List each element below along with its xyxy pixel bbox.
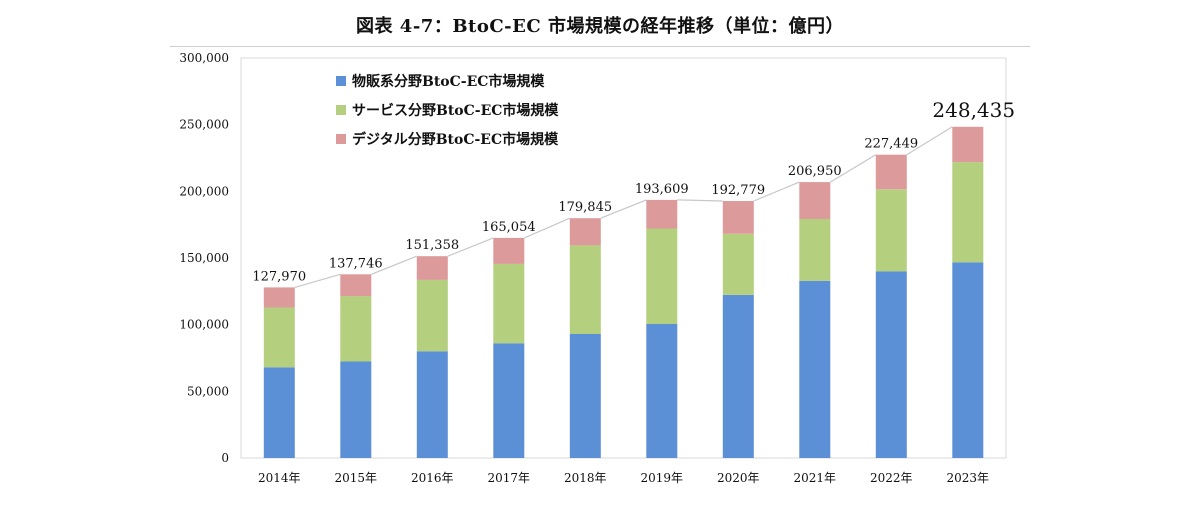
x-tick-label: 2016年 [411,471,454,485]
bar-segment-series-1 [799,280,831,458]
total-data-label: 165,054 [482,220,536,235]
total-data-label: 179,845 [558,200,612,215]
total-data-label: 137,746 [329,256,383,271]
legend-label: 物販系分野BtoC-EC市場規模 [352,73,545,90]
y-tick-label: 100,000 [179,318,229,332]
bar-segment-series-1 [569,334,601,458]
x-tick-label: 2017年 [487,471,530,485]
bar-segment-series-1 [416,351,448,458]
total-line-segment [753,181,800,202]
bar-segment-series-3 [722,201,754,234]
total-data-label: 127,970 [252,269,306,284]
legend-swatch [336,134,346,144]
total-labels: 127,970 137,746 151,358 165,054 179,845 193,6… [252,98,1015,285]
x-tick-label: 2018年 [564,471,607,485]
total-line-segment [600,199,647,219]
y-tick-label: 50,000 [187,384,229,398]
total-line-segment [447,237,494,257]
total-line-segment [371,255,418,275]
y-tick-label: 250,000 [179,118,229,132]
total-data-label: 193,609 [635,182,689,197]
bar-segment-series-1 [340,361,372,458]
bar-segment-series-3 [952,126,984,163]
x-tick-label: 2023年 [946,471,989,485]
x-tick-label: 2014年 [258,471,301,485]
x-tick-label: 2019年 [640,471,683,485]
total-data-label: 227,449 [864,137,918,152]
x-tick-label: 2021年 [793,471,836,485]
total-data-label: 192,779 [711,183,765,198]
y-tick-label: 150,000 [179,251,229,265]
total-line-segment [524,217,571,239]
total-line-segment [906,126,953,156]
bar-segment-series-2 [416,279,448,352]
total-line [294,126,953,288]
bar-group [263,126,984,458]
bar-segment-series-3 [569,218,601,246]
y-axis: 0 50,000 100,000 150,000 200,000 250,000 300,0… [179,51,229,465]
bar-segment-series-1 [722,294,754,458]
bar-segment-series-2 [340,296,372,362]
bar-segment-series-2 [493,263,525,344]
bar-segment-series-2 [569,245,601,334]
x-tick-label: 2015年 [334,471,377,485]
bar-segment-series-3 [875,154,907,190]
bar-segment-series-1 [646,324,678,458]
bar-segment-series-1 [263,367,295,458]
bar-segment-series-1 [493,343,525,458]
total-data-label: 151,358 [405,238,459,253]
bar-segment-series-3 [646,199,678,229]
chart-title: 図表 4-7：BtoC-EC 市場規模の経年推移（単位：億円） [356,16,844,37]
bar-segment-series-3 [340,274,372,297]
bar-segment-series-2 [646,228,678,324]
total-data-label: 206,950 [788,164,842,179]
x-axis: 2014年 2015年 2016年 2017年 2018年 2019年 2020年 2021年… [258,471,989,485]
plot-frame [240,57,1007,459]
x-tick-label: 2020年 [717,471,760,485]
total-line-segment [294,273,341,288]
bar-segment-series-1 [952,262,984,458]
bar-segment-series-3 [263,287,295,308]
legend: 物販系分野BtoC-EC市場規模サービス分野BtoC-EC市場規模デジタル分野B… [336,73,559,148]
total-data-label: 248,435 [932,98,1015,122]
title-divider [170,46,1030,47]
y-tick-label: 0 [221,451,229,465]
legend-label: サービス分野BtoC-EC市場規模 [352,102,559,119]
x-tick-label: 2022年 [870,471,913,485]
bar-segment-series-1 [875,271,907,458]
bar-segment-series-2 [263,307,295,368]
bar-segment-series-2 [952,162,984,263]
legend-label: デジタル分野BtoC-EC市場規模 [352,131,559,148]
y-tick-label: 200,000 [179,184,229,198]
bar-segment-series-3 [416,256,448,280]
legend-swatch [336,105,346,115]
total-line-segment [677,199,723,202]
bar-segment-series-2 [722,233,754,295]
bar-segment-series-3 [799,182,831,219]
y-tick-label: 300,000 [179,51,229,65]
legend-swatch [336,76,346,86]
total-line-segment [829,154,877,183]
bar-segment-series-3 [493,237,525,264]
bar-segment-series-2 [799,218,831,281]
bar-segment-series-2 [875,189,907,272]
